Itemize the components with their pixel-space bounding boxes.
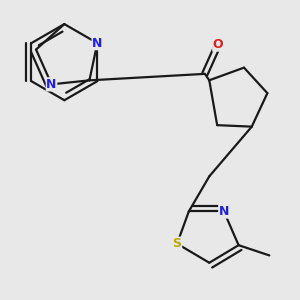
Text: O: O bbox=[213, 38, 224, 51]
Text: S: S bbox=[172, 237, 182, 250]
Text: N: N bbox=[46, 78, 57, 91]
Text: N: N bbox=[92, 37, 103, 50]
Text: N: N bbox=[219, 205, 229, 218]
